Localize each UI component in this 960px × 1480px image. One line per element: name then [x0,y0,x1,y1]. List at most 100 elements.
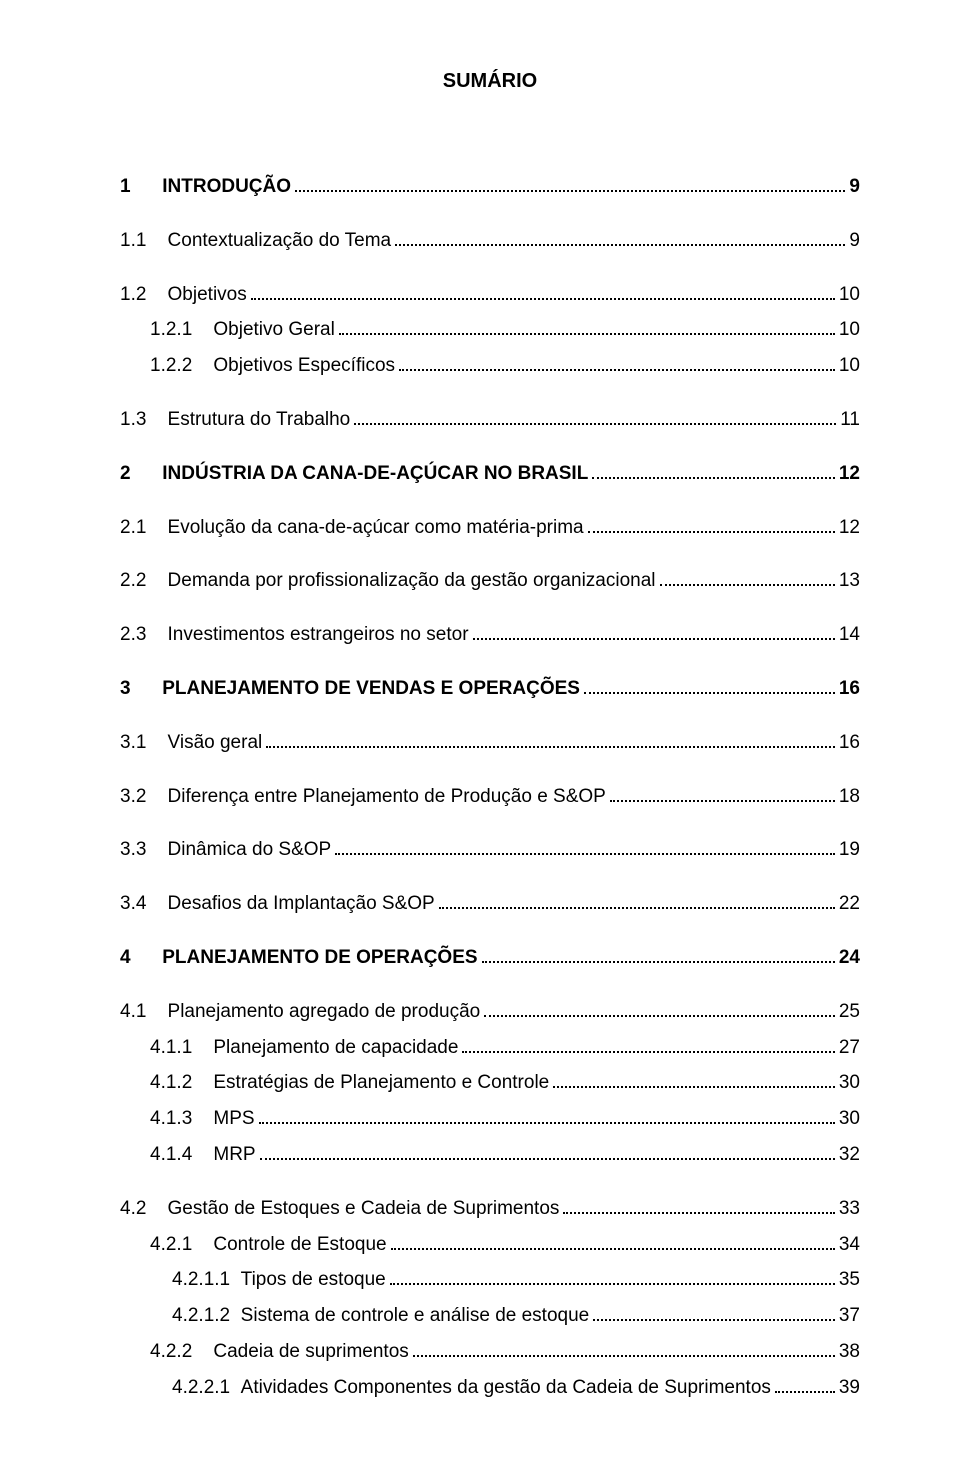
toc-entry-text: Objetivos [168,284,247,307]
toc-entry-number: 3.1 [120,732,168,755]
toc-entry-page: 32 [839,1144,860,1167]
toc-entry: 1.3 Estrutura do Trabalho 11 [120,406,860,432]
toc-entry-page: 11 [840,409,860,432]
toc-entry-number: 4.1.1 [150,1037,213,1060]
toc-entry: 1.2.1 Objetivo Geral10 [120,316,860,342]
toc-leader-dots [610,783,835,802]
toc-entry-number: 4.2.1.2 [172,1305,241,1328]
toc-entry: 3.4 Desafios da Implantação S&OP22 [120,890,860,916]
toc-entry: 1 INTRODUÇÃO9 [120,173,860,199]
toc-leader-dots [484,998,835,1017]
toc-entry-page: 30 [839,1108,860,1131]
toc-entry-page: 12 [839,463,860,486]
toc-entry-number: 4.1 [120,1001,168,1024]
toc-entry: 2.1 Evolução da cana-de-açúcar como maté… [120,514,860,540]
toc-entry-text: Demanda por profissionalização da gestão… [168,570,656,593]
toc-entry-page: 22 [839,893,860,916]
toc-entry-page: 33 [839,1198,860,1221]
toc-entry: 4.2.1 Controle de Estoque34 [120,1231,860,1257]
toc-leader-dots [413,1338,835,1357]
toc-page: SUMÁRIO 1 INTRODUÇÃO91.1 Contextualizaçã… [0,0,960,1480]
toc-leader-dots [563,1195,834,1214]
toc-entry-text: Sistema de controle e análise de estoque [241,1305,590,1328]
toc-leader-dots [266,729,835,748]
toc-entry-page: 37 [839,1305,860,1328]
toc-entry-number: 3.2 [120,786,168,809]
toc-entry-text: Cadeia de suprimentos [213,1341,408,1364]
toc-entry: 4.2.1.2 Sistema de controle e análise de… [120,1302,860,1328]
toc-leader-dots [390,1266,835,1285]
toc-entry-text: Diferença entre Planejamento de Produção… [168,786,606,809]
toc-entry-number: 4.2.2.1 [172,1377,241,1400]
toc-entry-text: Controle de Estoque [213,1234,386,1257]
toc-title: SUMÁRIO [120,70,860,93]
toc-entry-page: 9 [849,176,860,199]
toc-leader-dots [259,1105,835,1124]
toc-entry-page: 14 [839,624,860,647]
toc-entry-number: 2.3 [120,624,168,647]
toc-entry-text: Estrutura do Trabalho [168,409,351,432]
toc-entry-page: 24 [839,947,860,970]
toc-entry-text: Dinâmica do S&OP [168,839,332,862]
toc-entry-number: 3.3 [120,839,168,862]
toc-entry: 3.1 Visão geral16 [120,729,860,755]
toc-entry-text: MRP [213,1144,255,1167]
toc-leader-dots [660,567,835,586]
toc-entry-page: 19 [839,839,860,862]
toc-entry-page: 10 [839,284,860,307]
toc-entry-number: 1.2.1 [150,319,213,342]
toc-entry: 2.2 Demanda por profissionalização da ge… [120,567,860,593]
toc-entry-number: 1.3 [120,409,168,432]
toc-entry: 4.1.1 Planejamento de capacidade 27 [120,1034,860,1060]
toc-entry-text: Investimentos estrangeiros no setor [168,624,469,647]
toc-entry-text: INTRODUÇÃO [162,176,291,199]
toc-leader-dots [553,1069,835,1088]
toc-entry-text: Gestão de Estoques e Cadeia de Supriment… [168,1198,560,1221]
toc-leader-dots [462,1034,834,1053]
toc-entry-text: Planejamento de capacidade [213,1037,458,1060]
toc-entry-text: Desafios da Implantação S&OP [168,893,435,916]
toc-leader-dots [473,621,835,640]
toc-entry-page: 27 [839,1037,860,1060]
toc-entry-text: Evolução da cana-de-açúcar como matéria-… [168,517,584,540]
toc-entry-page: 16 [839,732,860,755]
toc-entry-text: INDÚSTRIA DA CANA-DE-AÇÚCAR NO BRASIL [162,463,588,486]
toc-entry-number: 4.1.2 [150,1072,213,1095]
toc-entry: 4.2.2.1 Atividades Componentes da gestão… [120,1374,860,1400]
toc-entry-number: 1.1 [120,230,168,253]
toc-entry-text: Contextualização do Tema [168,230,392,253]
toc-entry-number: 4.2 [120,1198,168,1221]
toc-leader-dots [251,281,835,300]
toc-leader-dots [439,890,835,909]
toc-entry-number: 2.2 [120,570,168,593]
toc-leader-dots [592,460,835,479]
toc-entry-text: Planejamento agregado de produção [168,1001,481,1024]
toc-entry-text: Estratégias de Planejamento e Controle [213,1072,549,1095]
toc-leader-dots [395,227,845,246]
toc-entry-number: 4.1.4 [150,1144,213,1167]
toc-leader-dots [584,675,835,694]
toc-entry-page: 9 [849,230,860,253]
toc-leader-dots [295,173,845,192]
toc-leader-dots [339,316,835,335]
toc-entry-text: Tipos de estoque [241,1269,386,1292]
toc-entry: 3.3 Dinâmica do S&OP 19 [120,836,860,862]
toc-entry-text: Atividades Componentes da gestão da Cade… [241,1377,771,1400]
toc-leader-dots [335,836,835,855]
toc-entry-number: 1.2 [120,284,168,307]
toc-entry: 4.1 Planejamento agregado de produção25 [120,998,860,1024]
toc-container: 1 INTRODUÇÃO91.1 Contextualização do Tem… [120,173,860,1400]
toc-entry-page: 12 [839,517,860,540]
toc-entry: 4.1.4 MRP 32 [120,1141,860,1167]
toc-leader-dots [588,514,835,533]
toc-leader-dots [391,1231,835,1250]
toc-entry: 2.3 Investimentos estrangeiros no setor 1… [120,621,860,647]
toc-leader-dots [399,352,835,371]
toc-entry-page: 10 [839,319,860,342]
toc-entry-text: PLANEJAMENTO DE OPERAÇÕES [162,947,477,970]
toc-entry: 1.2.2 Objetivos Específicos10 [120,352,860,378]
toc-entry-page: 13 [839,570,860,593]
toc-entry: 4.1.2 Estratégias de Planejamento e Cont… [120,1069,860,1095]
toc-entry: 3 PLANEJAMENTO DE VENDAS E OPERAÇÕES16 [120,675,860,701]
toc-entry-number: 4.2.1 [150,1234,213,1257]
